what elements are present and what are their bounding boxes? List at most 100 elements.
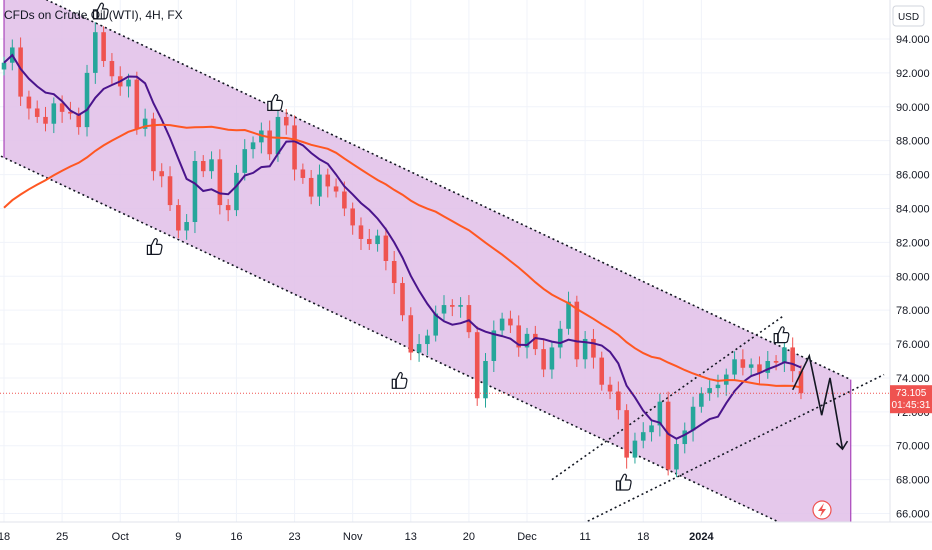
- candle-body: [574, 301, 580, 360]
- time-tick-label: 16: [230, 531, 242, 543]
- candle-body: [450, 305, 455, 307]
- candle-body: [134, 79, 140, 129]
- price-tick-label: 66.000: [896, 509, 930, 521]
- candle-body: [682, 430, 688, 445]
- currency-button[interactable]: [892, 5, 925, 27]
- candle-body: [192, 161, 198, 223]
- time-tick-label: Nov: [343, 531, 363, 543]
- time-tick-label: 13: [405, 531, 417, 543]
- projection-path: [791, 353, 844, 450]
- candle-body: [699, 393, 704, 407]
- candle-body: [732, 359, 737, 375]
- candle-body: [126, 79, 131, 87]
- candle-body: [441, 305, 447, 314]
- price-tick-label: 94.000: [896, 34, 930, 46]
- candle-body: [76, 113, 81, 128]
- candle-body: [101, 32, 106, 62]
- candle-body: [142, 118, 148, 129]
- main-channel-upper-line: [45, 0, 852, 381]
- candle-body: [391, 261, 397, 284]
- price-axis-panel[interactable]: [890, 0, 932, 522]
- candle-body: [151, 118, 156, 172]
- candle-body: [43, 116, 48, 124]
- candle-body: [109, 61, 115, 77]
- currency-label: USD: [898, 12, 919, 23]
- candle-body: [798, 371, 804, 394]
- candle-body: [176, 205, 181, 231]
- time-tick-label: 18: [637, 531, 649, 543]
- candle-body: [242, 149, 248, 173]
- candle-body: [292, 125, 297, 170]
- price-tick-label: 82.000: [896, 237, 930, 249]
- candle-body: [624, 410, 629, 458]
- candle-body: [51, 103, 57, 124]
- time-tick-label: 20: [463, 531, 475, 543]
- candle-body: [557, 328, 563, 348]
- candle-body: [690, 406, 696, 431]
- short-moving-average: [3, 53, 802, 440]
- candle-body: [773, 360, 779, 363]
- main-channel-lower-line: [0, 154, 781, 522]
- candle-body: [34, 108, 40, 117]
- price-tick-label: 74.000: [896, 373, 930, 385]
- candle-body: [283, 116, 289, 126]
- thumb-hand: [395, 371, 408, 389]
- price-tick-label: 86.000: [896, 170, 930, 182]
- candle-body: [491, 330, 497, 361]
- candle-body: [400, 283, 405, 316]
- flash-icon[interactable]: [812, 500, 832, 520]
- candle-body: [599, 357, 605, 385]
- price-tick-label: 70.000: [896, 441, 930, 453]
- candle-body: [425, 335, 430, 345]
- last-price-value: 73.105: [896, 388, 927, 399]
- candle-body: [333, 186, 339, 192]
- time-axis-panel[interactable]: [0, 522, 932, 550]
- time-tick-label: 11: [579, 531, 590, 543]
- candle-body: [541, 349, 546, 370]
- candle-body: [416, 344, 422, 353]
- candle-body: [740, 359, 746, 368]
- thumbs-up-icon: [146, 238, 163, 255]
- candle-body: [433, 313, 438, 336]
- thumb-cuff: [773, 333, 779, 344]
- price-tick-label: 84.000: [896, 203, 930, 215]
- price-tick-label: 68.000: [896, 475, 930, 487]
- candle-body: [715, 384, 721, 389]
- candle-body: [26, 96, 32, 109]
- candle-body: [375, 235, 380, 245]
- thumbs-up-icon: [267, 94, 283, 112]
- candle-body: [607, 384, 613, 392]
- candle-body: [68, 111, 73, 114]
- candle-body: [657, 401, 663, 426]
- candle-body: [217, 159, 223, 206]
- time-axis-ticks: 18 25 Oct 9 16 23 Nov 13 20 Dec 11 18 2024: [0, 531, 714, 543]
- thumbs-up-icon: [773, 326, 790, 344]
- candle-body: [1, 62, 7, 70]
- small-channel-lower-line: [584, 373, 885, 522]
- price-tick-label: 78.000: [896, 305, 930, 317]
- candle-body: [508, 318, 513, 326]
- candle-body: [483, 360, 488, 399]
- moving-average-layer: [0, 53, 890, 440]
- thumb-cuff: [267, 100, 272, 112]
- time-tick-label: 23: [288, 531, 300, 543]
- thumbs-up-icon: [615, 473, 632, 491]
- bar-countdown: 01:45:31: [892, 400, 931, 411]
- candle-body: [250, 142, 256, 150]
- candle-body: [524, 333, 530, 348]
- candle-body: [167, 176, 173, 206]
- thumb-hand: [777, 326, 790, 344]
- candle-body: [474, 332, 480, 399]
- candle-body: [582, 338, 588, 360]
- price-tick-label: 80.000: [896, 271, 930, 283]
- candle-body: [184, 222, 189, 231]
- candle-body: [84, 72, 90, 128]
- candle-body: [458, 305, 463, 307]
- price-axis-ticks: 94.000 92.000 90.000 88.000 86.000 84.000 82.0…: [896, 34, 930, 521]
- candle-body: [18, 47, 23, 97]
- time-tick-label: 2024: [689, 531, 714, 543]
- candle-body: [765, 360, 771, 373]
- candle-body: [649, 425, 654, 433]
